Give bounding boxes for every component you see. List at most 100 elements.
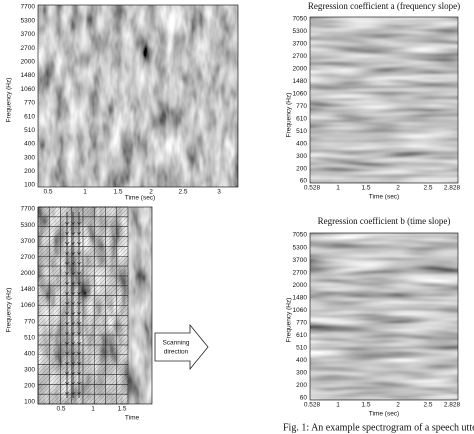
y-tick-label: 1480 <box>293 294 308 301</box>
y-tick-label: 610 <box>24 113 35 120</box>
x-tick-label: 1 <box>83 189 87 196</box>
y-tick-label: 1060 <box>293 90 308 97</box>
x-tick-label: 2 <box>149 189 153 196</box>
y-tick-label: 770 <box>24 100 35 107</box>
y-tick-label: 2700 <box>21 45 36 52</box>
y-tick-label: 3700 <box>293 257 308 264</box>
y-tick-label: 400 <box>24 141 35 148</box>
y-tick-label: 100 <box>24 399 35 406</box>
panel-frame <box>37 206 153 405</box>
y-tick-label: 400 <box>24 350 35 357</box>
panel-frame <box>309 232 459 401</box>
y-tick-label: 60 <box>300 395 308 402</box>
scan-arrowhead <box>77 271 81 276</box>
scan-arrow <box>154 323 209 371</box>
scan-arrowhead <box>71 391 75 396</box>
x-tick-label: 1.5 <box>113 189 122 196</box>
spectrogram-image <box>38 5 238 187</box>
x-tick-label: 1.5 <box>361 402 370 409</box>
y-tick-label: 3700 <box>21 31 36 38</box>
y-tick-label: 2000 <box>293 66 308 73</box>
y-tick-label: 1480 <box>21 72 36 79</box>
regression-a-image <box>310 17 458 183</box>
y-tick-label: 610 <box>296 115 307 122</box>
scan-arrowhead <box>71 321 75 326</box>
scan-arrowhead <box>71 231 75 236</box>
x-tick-label: 2.828 <box>444 402 461 409</box>
y-tick-label: 610 <box>296 332 307 339</box>
y-tick-label: 200 <box>24 383 35 390</box>
scan-arrowhead <box>77 241 81 246</box>
scan-arrowhead <box>65 381 69 386</box>
y-tick-label: 7700 <box>21 206 36 213</box>
x-tick-label: 1 <box>91 406 95 413</box>
y-axis-label: Frequency (Hz) <box>286 93 293 138</box>
scan-arrowhead <box>71 251 75 256</box>
scan-arrowhead <box>77 351 81 356</box>
panel-frame <box>309 16 459 184</box>
caption: Fig. 1: An example spectrogram of a spee… <box>283 422 474 433</box>
x-tick-label: 1 <box>336 185 340 192</box>
y-tick-label: 1060 <box>293 307 308 314</box>
scan-arrowhead <box>71 281 75 286</box>
scan-arrowhead <box>65 391 69 396</box>
scan-arrowhead <box>71 301 75 306</box>
y-tick-label: 300 <box>24 367 35 374</box>
y-tick-label: 200 <box>296 165 307 172</box>
scan-arrowhead <box>77 381 81 386</box>
y-tick-label: 1060 <box>21 302 36 309</box>
scan-arrowhead <box>71 381 75 386</box>
y-tick-label: 2000 <box>21 270 36 277</box>
x-axis-label: Time (sec) <box>125 195 155 202</box>
scan-arrowhead <box>71 311 75 316</box>
scan-arrowhead <box>77 341 81 346</box>
y-tick-label: 2000 <box>21 58 36 65</box>
scan-arrowhead <box>77 301 81 306</box>
scan-arrowhead <box>65 341 69 346</box>
scan-arrowhead <box>71 361 75 366</box>
scan-arrowhead <box>77 321 81 326</box>
scan-arrowhead <box>77 291 81 296</box>
x-axis-label: Time <box>125 415 140 422</box>
scan-arrowhead <box>71 261 75 266</box>
y-tick-label: 2000 <box>293 282 308 289</box>
y-tick-label: 510 <box>24 127 35 134</box>
scan-arrowhead <box>71 341 75 346</box>
scan-arrowhead <box>65 241 69 246</box>
x-tick-label: 1.5 <box>117 406 126 413</box>
scan-arrowhead <box>77 281 81 286</box>
y-tick-label: 770 <box>296 103 307 110</box>
y-tick-label: 770 <box>296 319 307 326</box>
x-tick-label: 2.5 <box>423 402 432 409</box>
scan-arrowhead <box>71 241 75 246</box>
y-tick-label: 400 <box>296 140 307 147</box>
y-tick-label: 2700 <box>293 269 308 276</box>
x-tick-label: 0.528 <box>304 402 321 409</box>
y-tick-label: 770 <box>24 318 35 325</box>
y-tick-label: 5300 <box>293 244 308 251</box>
scan-arrowhead <box>77 361 81 366</box>
x-tick-label: 1.5 <box>361 185 370 192</box>
scan-arrowhead <box>65 371 69 376</box>
scan-arrowhead <box>71 221 75 226</box>
scan-arrowhead <box>77 391 81 396</box>
y-tick-label: 300 <box>24 154 35 161</box>
x-tick-label: 2.5 <box>178 189 187 196</box>
scan-arrowhead <box>65 361 69 366</box>
regression-b-image <box>310 233 458 400</box>
scan-arrowhead <box>77 371 81 376</box>
scan-arrowhead <box>71 291 75 296</box>
x-axis-label: Time (sec) <box>369 411 399 418</box>
x-axis-label: Time (sec) <box>369 194 399 201</box>
y-tick-label: 510 <box>24 334 35 341</box>
scan-arrowhead <box>65 291 69 296</box>
scan-arrowhead <box>71 331 75 336</box>
scan-arrowhead <box>65 321 69 326</box>
x-tick-label: 3 <box>217 189 221 196</box>
y-tick-label: 200 <box>24 168 35 175</box>
scan-grid <box>37 206 129 405</box>
y-tick-label: 60 <box>300 178 308 185</box>
scan-arrowhead <box>65 301 69 306</box>
x-tick-label: 0.528 <box>304 185 321 192</box>
